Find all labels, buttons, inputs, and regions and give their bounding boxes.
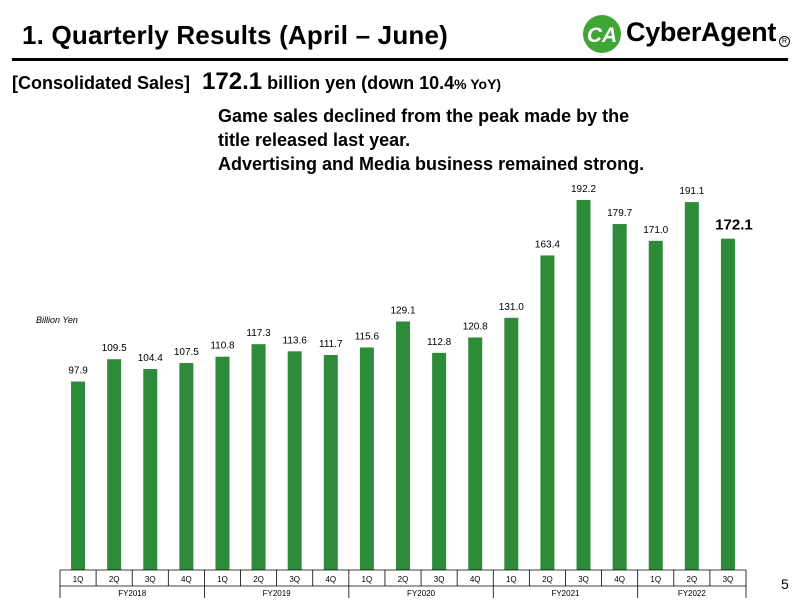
data-label: 117.3	[246, 328, 271, 339]
data-label: 172.1	[715, 217, 753, 234]
quarter-tick-label: 4Q	[614, 575, 625, 584]
fiscal-year-label: FY2021	[551, 589, 580, 598]
svg-text:CA: CA	[587, 24, 617, 47]
fiscal-year-label: FY2020	[407, 589, 436, 598]
page-title: 1. Quarterly Results (April – June)	[22, 20, 449, 50]
bar	[323, 354, 338, 570]
fiscal-year-label: FY2018	[118, 589, 147, 598]
headline-change-suffix: % YoY)	[454, 76, 502, 92]
bar	[684, 202, 699, 570]
data-label: 112.8	[427, 337, 452, 348]
data-label: 120.8	[463, 321, 488, 332]
quarter-tick-label: 2Q	[253, 575, 264, 584]
cyberagent-logo: CA	[583, 15, 621, 53]
bar	[359, 347, 374, 570]
bar	[432, 352, 447, 570]
quarter-tick-label: 3Q	[289, 575, 300, 584]
bar	[251, 344, 266, 570]
bar	[504, 317, 519, 570]
registered-mark-icon: R	[779, 36, 790, 47]
data-label: 110.8	[210, 341, 235, 352]
quarter-tick-label: 1Q	[217, 575, 228, 584]
headline-amount: 172.1	[202, 68, 263, 95]
quarter-tick-label: 3Q	[434, 575, 445, 584]
bar	[143, 369, 158, 570]
summary-line: Advertising and Media business remained …	[218, 154, 645, 174]
bar	[468, 337, 483, 570]
page-number: 5	[781, 576, 789, 592]
bar	[215, 356, 230, 570]
quarter-tick-label: 1Q	[73, 575, 84, 584]
y-axis-label: Billion Yen	[36, 315, 78, 325]
quarter-tick-label: 3Q	[723, 575, 734, 584]
data-label: 107.5	[174, 347, 199, 358]
fiscal-year-label: FY2019	[263, 589, 292, 598]
data-label: 111.7	[319, 339, 343, 350]
headline-change-value: 10.4	[419, 73, 455, 93]
data-label: 104.4	[138, 353, 163, 364]
data-label: 171.0	[643, 225, 668, 236]
data-label: 192.2	[571, 184, 596, 195]
data-label: 109.5	[102, 343, 127, 354]
data-label: 129.1	[390, 305, 415, 316]
bar	[396, 321, 410, 570]
data-label: 163.4	[535, 239, 560, 250]
quarter-tick-label: 4Q	[470, 575, 481, 584]
summary-text: Game sales declined from the peak made b…	[218, 104, 644, 176]
bar	[612, 224, 627, 570]
summary-line: Game sales declined from the peak made b…	[218, 106, 630, 126]
data-label: 179.7	[607, 208, 632, 219]
bar	[720, 238, 735, 570]
quarter-tick-label: 1Q	[650, 575, 661, 584]
data-label: 113.6	[283, 335, 308, 346]
bar	[107, 359, 122, 570]
data-label: 97.9	[68, 366, 88, 377]
quarter-tick-label: 3Q	[578, 575, 589, 584]
bar	[540, 255, 555, 570]
quarter-tick-label: 2Q	[687, 575, 698, 584]
quarter-tick-label: 2Q	[109, 575, 120, 584]
quarter-tick-label: 2Q	[398, 575, 409, 584]
quarter-tick-label: 3Q	[145, 575, 156, 584]
headline-amount-suffix: billion yen (down	[262, 73, 420, 93]
logo-mark-icon	[583, 15, 621, 53]
fiscal-year-label: FY2022	[678, 589, 707, 598]
bar	[287, 351, 302, 570]
data-label: 115.6	[355, 331, 380, 342]
bar	[179, 363, 194, 570]
headline-label: [Consolidated Sales]	[12, 73, 191, 93]
bar	[71, 381, 86, 570]
quarter-tick-label: 4Q	[325, 575, 336, 584]
title-divider	[12, 58, 788, 61]
data-label: 191.1	[679, 186, 704, 197]
quarter-tick-label: 4Q	[181, 575, 192, 584]
summary-line: title released last year.	[218, 130, 411, 150]
quarter-tick-label: 2Q	[542, 575, 553, 584]
quarter-tick-label: 1Q	[362, 575, 373, 584]
bar	[576, 200, 591, 570]
bar	[648, 240, 663, 571]
headline: [Consolidated Sales] 172.1 billion yen (d…	[12, 68, 501, 96]
logo-text: CyberAgent	[626, 17, 777, 47]
data-label: 131.0	[499, 302, 524, 313]
quarter-tick-label: 1Q	[506, 575, 517, 584]
